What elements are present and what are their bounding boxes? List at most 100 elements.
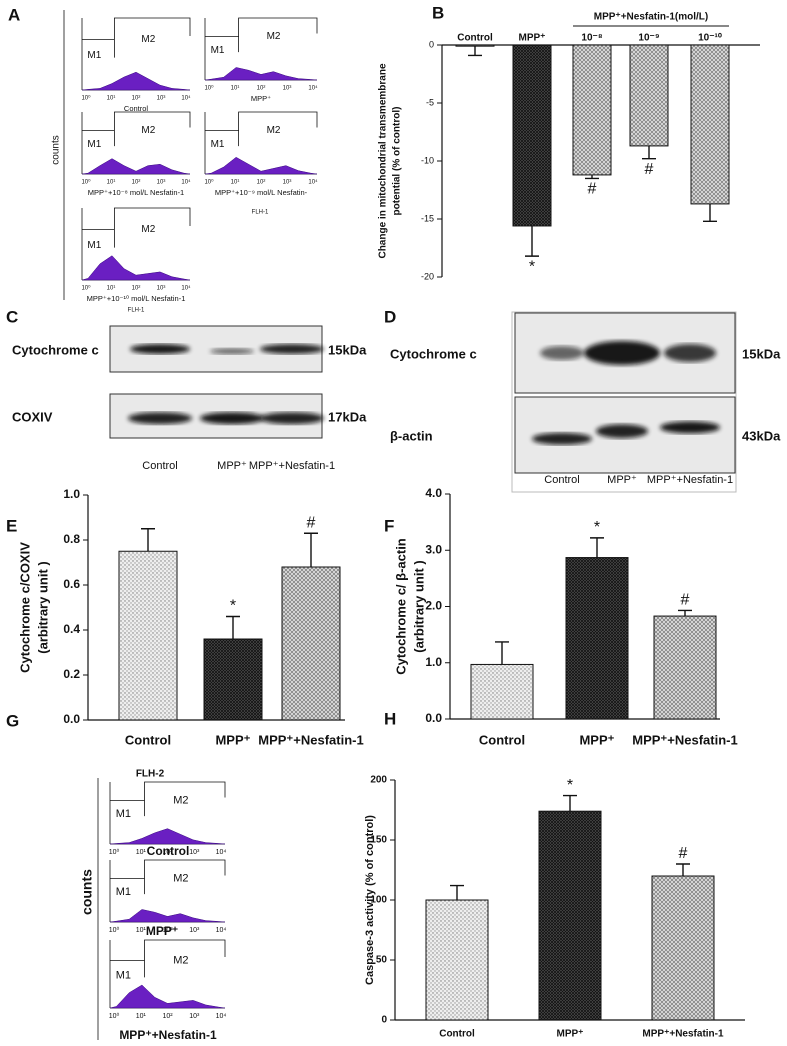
blot-label: Cytochrome c [12, 342, 99, 357]
gate-label: M1 [87, 50, 101, 61]
bar [470, 663, 534, 720]
x-tick-label: MPP⁺+Nesfatin-1 [642, 1029, 724, 1040]
panel-label: G [6, 711, 19, 730]
y-tick-label: 1.0 [425, 655, 442, 669]
x-tick-label: Control [125, 732, 171, 747]
flow-tick-label: 10³ [283, 180, 292, 186]
flow-caption: MPP⁺ [146, 924, 178, 938]
flow-tick-label: 10² [162, 927, 173, 934]
band [664, 344, 716, 362]
blot-size: 17kDa [328, 409, 367, 424]
error-bar [450, 884, 464, 900]
error-bar [585, 174, 599, 180]
flow-ylabel: counts [79, 869, 95, 915]
y-tick-label: 150 [370, 835, 387, 846]
lane-label: MPP⁺+Nesfatin-1 [249, 460, 335, 472]
lane-label: Control [142, 460, 177, 472]
flow-ylabel: counts [51, 135, 62, 164]
flow-caption: MPP⁺ [251, 94, 271, 103]
flow-title: FLH-2 [136, 769, 165, 780]
flow-tick-label: 10⁰ [204, 179, 214, 186]
gate-m2 [114, 207, 191, 248]
histogram [81, 255, 191, 281]
bar [203, 638, 263, 721]
blot-frame [511, 311, 737, 493]
error-bar [678, 609, 692, 617]
flow-caption: Control [147, 844, 190, 858]
flow-tick-label: 10⁰ [81, 285, 91, 292]
gate-label: M2 [141, 125, 155, 136]
flow-caption: MPP⁺+10⁻⁹ mol/L Nesfatin- [215, 188, 308, 197]
panel-label: B [432, 3, 444, 22]
band [660, 421, 720, 434]
bar [565, 557, 629, 720]
flow-caption: MPP⁺+10⁻⁸ mol/L Nesfatin-1 [88, 188, 184, 197]
gate-label: M1 [116, 808, 131, 820]
histogram [81, 158, 191, 175]
histogram [109, 828, 226, 845]
error-bar [304, 532, 318, 567]
y-axis-label: Cytochrome c/COXIV [17, 542, 32, 673]
annotation: # [645, 161, 654, 178]
bar [629, 44, 669, 147]
flow-tick-label: 10¹ [107, 180, 116, 186]
error-bar [563, 794, 577, 812]
blot-size: 15kDa [328, 342, 367, 357]
lane-label: MPP⁺ [217, 460, 247, 472]
flow-tick-label: 10¹ [231, 180, 240, 186]
flow-tick-label: 10² [257, 180, 266, 186]
x-tick-label: MPP⁺ [215, 732, 250, 747]
error-bar [226, 615, 240, 639]
gate-label: M2 [173, 954, 188, 966]
blot-label: Cytochrome c [390, 346, 477, 361]
flow-tick-label: 10⁴ [181, 285, 191, 292]
flow-tick-label: 10² [162, 1013, 173, 1020]
x-tick-label: MPP⁺+Nesfatin-1 [632, 732, 737, 747]
band [584, 341, 660, 365]
band [260, 344, 324, 354]
annotation: * [567, 777, 573, 794]
annotation: # [681, 592, 690, 609]
bar [281, 566, 341, 721]
band [260, 412, 324, 425]
flow-tick-label: 10⁴ [216, 849, 227, 856]
x-tick-label: Control [439, 1029, 475, 1040]
annotation: * [529, 258, 535, 275]
flow-caption: MPP⁺+Nesfatin-1 [119, 1028, 217, 1042]
gate-label: M1 [211, 45, 225, 56]
y-tick-label: -5 [426, 97, 434, 107]
bar [653, 615, 717, 720]
y-axis-label: (arbitrary unit ) [35, 561, 50, 653]
flow-tick-label: 10² [132, 180, 141, 186]
flow-tick-label: 10³ [189, 927, 200, 934]
y-tick-label: 0.0 [425, 711, 442, 725]
flow-tick-label: 10¹ [136, 849, 147, 856]
panel-label: H [384, 709, 396, 728]
y-tick-label: -10 [421, 155, 434, 165]
annotation: * [594, 519, 600, 536]
flow-tick-label: 10⁴ [216, 1013, 227, 1020]
flow-tick-label: 10³ [189, 1013, 200, 1020]
gate-m2 [238, 17, 318, 53]
y-tick-label: 4.0 [425, 486, 442, 500]
y-tick-label: 200 [370, 775, 387, 786]
y-tick-label: -15 [421, 213, 434, 223]
flow-tick-label: 10¹ [136, 927, 147, 934]
error-bar [703, 203, 717, 223]
flow-tick-label: 10⁰ [109, 1012, 120, 1020]
bar [425, 899, 489, 1021]
band [596, 424, 648, 439]
flow-tick-label: 10³ [157, 180, 166, 186]
error-bar [495, 641, 509, 665]
x-tick-label: Control [457, 33, 493, 44]
histogram [204, 156, 318, 175]
y-tick-label: 0.8 [63, 532, 80, 546]
flow-caption: Control [124, 104, 149, 113]
x-tick-label: MPP⁺ [519, 33, 546, 44]
flow-tick-label: 10⁴ [308, 179, 318, 186]
band [540, 346, 584, 360]
bar [512, 44, 552, 227]
y-tick-label: 0.0 [63, 712, 80, 726]
band [128, 412, 192, 425]
bar [455, 44, 495, 47]
